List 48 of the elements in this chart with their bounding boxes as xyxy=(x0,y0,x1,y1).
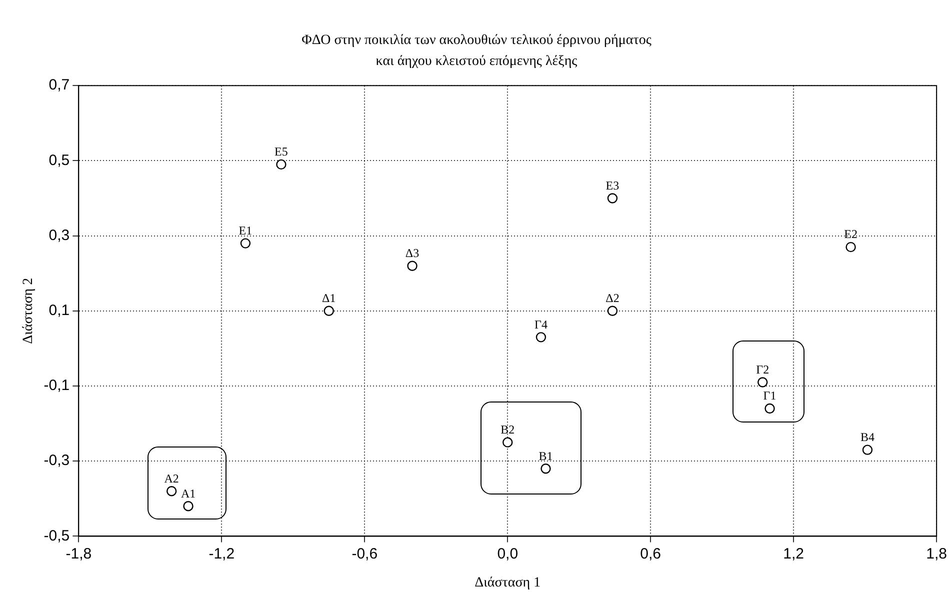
x-tick-label: 0,0 xyxy=(497,545,518,562)
series-label: Δ2 xyxy=(606,291,620,306)
x-tick-label: 1,2 xyxy=(783,545,804,562)
point xyxy=(540,464,551,474)
point xyxy=(502,437,513,448)
y-axis-title: Διάσταση 2 xyxy=(21,278,36,344)
series-label: Γ4 xyxy=(534,317,548,332)
series-label: B4 xyxy=(860,430,874,444)
series-label: Γ2 xyxy=(756,362,770,376)
point xyxy=(607,306,618,316)
point xyxy=(166,486,177,496)
y-tick-label: -0,5 xyxy=(44,527,70,544)
point xyxy=(764,403,775,414)
point xyxy=(846,242,856,252)
series-label: Δ3 xyxy=(405,246,420,260)
y-tick-label: -0,1 xyxy=(44,377,70,394)
point xyxy=(758,377,768,388)
x-tick-label: -0,6 xyxy=(352,545,378,562)
chart-subtitle: και άηχου κλειστού επόμενης λέξης xyxy=(376,54,578,69)
x-tick-label: -1,8 xyxy=(66,545,92,562)
series-label: E1 xyxy=(238,223,252,238)
x-axis-title: Διάσταση 1 xyxy=(474,575,541,590)
series-label: Δ1 xyxy=(322,291,336,306)
point xyxy=(536,332,546,342)
point xyxy=(240,238,251,248)
series-label: E2 xyxy=(844,227,858,242)
series-label: A2 xyxy=(164,471,179,486)
series-label: B1 xyxy=(538,448,553,463)
point xyxy=(183,501,194,512)
point xyxy=(407,260,418,271)
series-label: Γ1 xyxy=(763,388,776,403)
y-tick-label: -0,3 xyxy=(44,452,70,470)
x-tick-label: -1,2 xyxy=(208,545,235,562)
series-label: B2 xyxy=(500,422,515,436)
point xyxy=(276,159,286,170)
point xyxy=(607,193,618,204)
x-tick-label: 1,8 xyxy=(926,545,948,562)
point xyxy=(862,444,873,455)
point xyxy=(324,306,334,316)
y-tick-label: 0,7 xyxy=(48,76,70,94)
chart-title: ΦΔΟ στην ποικιλία των ακολουθιών τελικού έρρινου ρήματος xyxy=(302,33,652,48)
y-tick-label: 0,1 xyxy=(48,302,70,320)
series-label: E5 xyxy=(274,144,288,159)
x-tick-label: 0,6 xyxy=(640,545,662,562)
y-tick-label: 0,5 xyxy=(48,152,70,169)
y-tick-label: 0,3 xyxy=(48,226,70,244)
series-label: E3 xyxy=(606,178,620,192)
series-label: A1 xyxy=(180,486,196,500)
